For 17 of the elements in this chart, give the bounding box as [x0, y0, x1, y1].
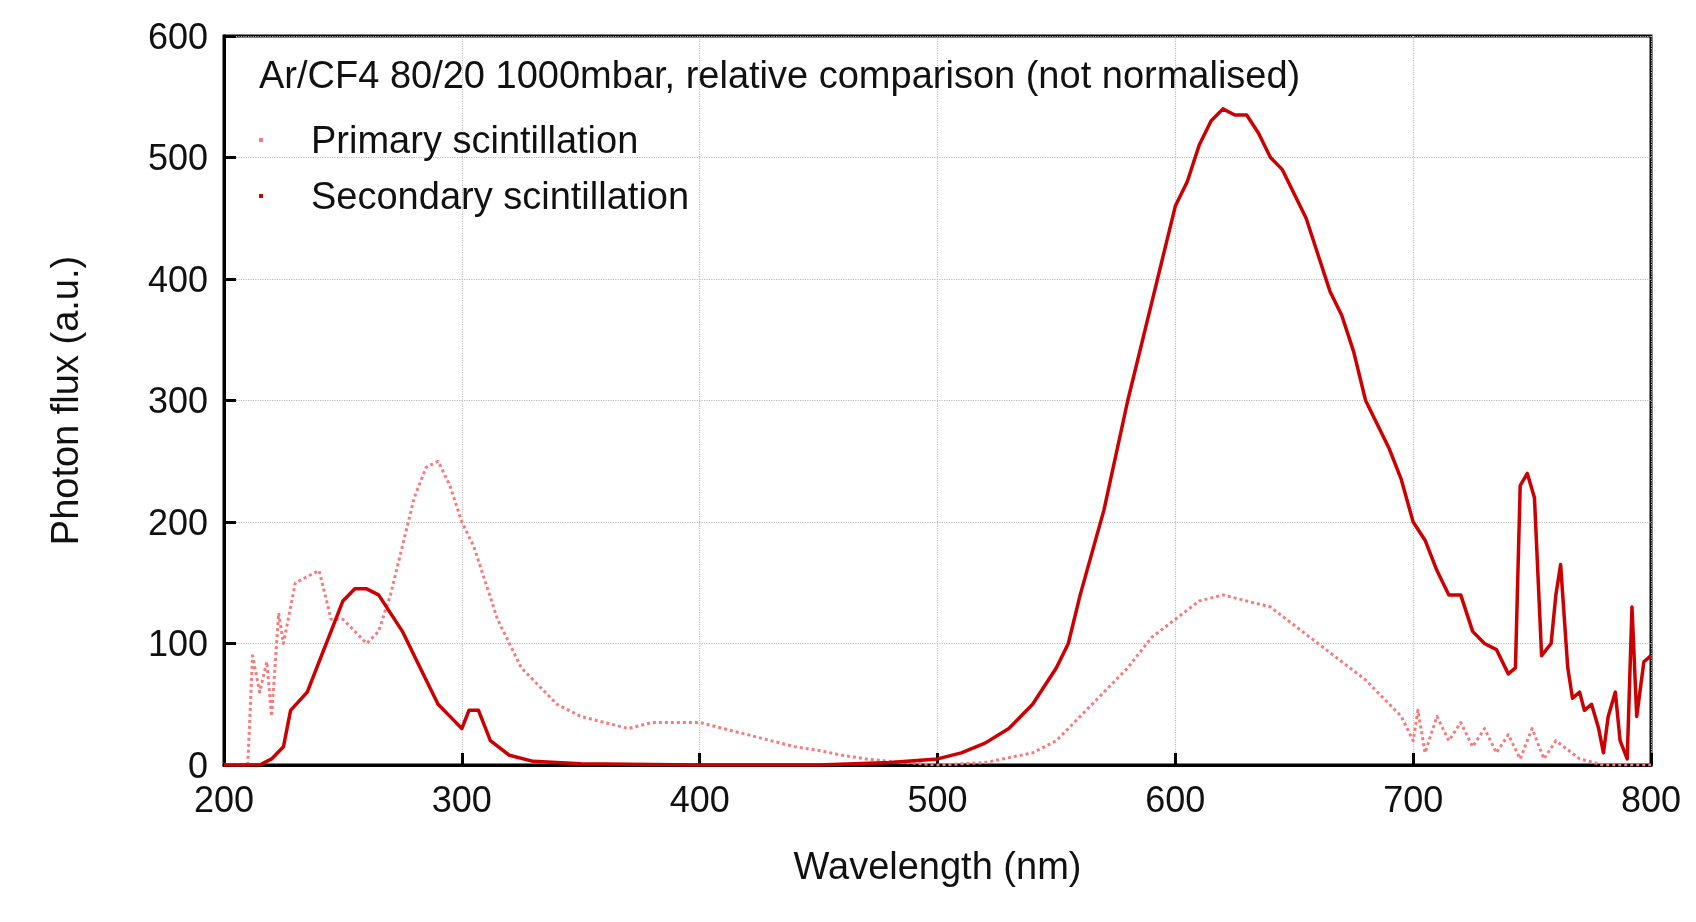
y-tick-label: 400	[147, 258, 208, 300]
x-tick-label: 700	[1383, 778, 1444, 820]
x-axis-title: Wavelength (nm)	[793, 845, 1082, 887]
y-tick-label: 500	[147, 137, 208, 178]
legend-label: Primary scintillation	[311, 119, 639, 161]
y-tick-label: 600	[147, 15, 208, 57]
x-tick-label: 500	[907, 778, 968, 820]
y-tick-label: 100	[147, 623, 208, 664]
x-tick-label: 600	[1145, 778, 1206, 820]
y-tick-label: 200	[147, 501, 208, 543]
x-tick-label: 300	[431, 778, 492, 820]
y-tick-label: 300	[147, 380, 208, 421]
y-axis-title: Photon flux (a.u.)	[44, 255, 86, 546]
legend-title: Ar/CF4 80/20 1000mbar, relative comparison (not normalised)	[259, 54, 1301, 96]
legend-label: Secondary scintillation	[311, 175, 690, 217]
x-tick-label: 400	[669, 778, 730, 820]
x-tick-label: 800	[1620, 778, 1682, 820]
